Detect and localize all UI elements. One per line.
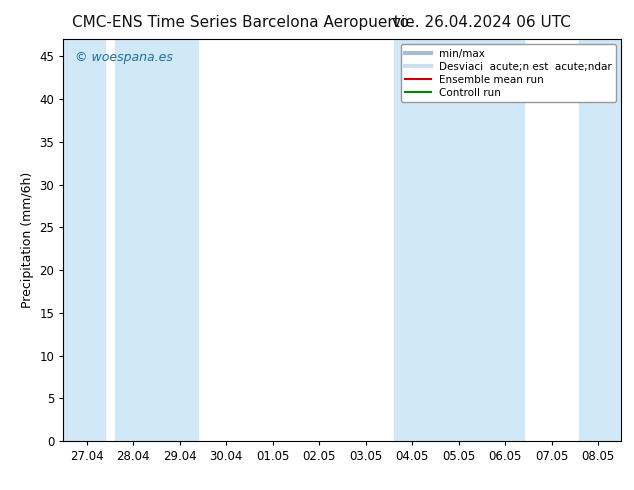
Bar [63,39,105,441]
Text: vie. 26.04.2024 06 UTC: vie. 26.04.2024 06 UTC [392,15,571,30]
Bar [394,39,524,441]
Y-axis label: Precipitation (mm/6h): Precipitation (mm/6h) [21,172,34,308]
Text: © woespana.es: © woespana.es [75,51,172,64]
Bar [579,39,621,441]
Legend: min/max, Desviaci  acute;n est  acute;ndar, Ensemble mean run, Controll run: min/max, Desviaci acute;n est acute;ndar… [401,45,616,102]
Text: CMC-ENS Time Series Barcelona Aeropuerto: CMC-ENS Time Series Barcelona Aeropuerto [72,15,410,30]
Bar [115,39,198,441]
